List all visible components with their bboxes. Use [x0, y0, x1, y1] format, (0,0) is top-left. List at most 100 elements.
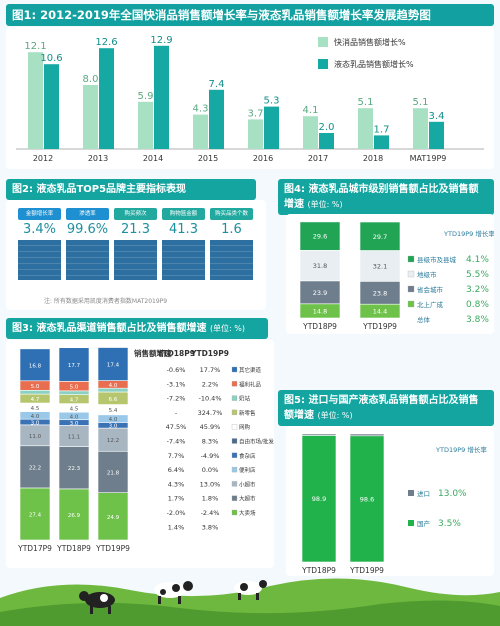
chart3-legend-swatch [231, 481, 238, 487]
chart3-segment-label: 4.7 [70, 398, 79, 404]
chart3-segment-label: 17.7 [68, 363, 81, 369]
chart3-legend-swatch [231, 438, 238, 444]
chart3-legend-swatch [231, 424, 238, 430]
chart2-metric-label: 金额增长率 [18, 208, 61, 220]
chart1-bar [99, 48, 114, 150]
chart5-bar-segment [349, 435, 385, 563]
chart3-growth-ytd19: 0.0% [202, 466, 219, 474]
chart1-legend-swatch [318, 37, 328, 47]
chart3-growth-ytd19: 324.7% [198, 409, 223, 417]
chart4-legend-growth: 3.8% [466, 315, 489, 325]
chart4-segment-label: 31.8 [313, 262, 327, 270]
chart3-growth-ytd18: 7.7% [168, 452, 185, 460]
chart2-title-text: 图2: 液态乳品TOP5品牌主要指标表现 [12, 184, 187, 195]
chart4-segment-label: 14.4 [373, 308, 387, 316]
chart3-segment-label: 24.9 [107, 515, 120, 521]
chart1-bar-label: 5.1 [413, 97, 429, 108]
chart4-x-tick: YTD18P9 [302, 322, 337, 331]
chart1-bar [303, 116, 318, 149]
chart5-segment-label: 98.9 [312, 495, 326, 503]
chart1-bar-label: 5.1 [358, 97, 374, 108]
chart4-unit: (单位: %) [307, 200, 343, 209]
chart3-segment-label: 26.9 [68, 513, 81, 519]
cow-icon [234, 580, 267, 600]
chart1-bar [209, 89, 224, 149]
chart4-segment-label: 29.6 [313, 233, 327, 241]
chart2-metric-value: 99.6% [66, 222, 109, 237]
chart1-bar-label: 3.7 [248, 108, 264, 119]
chart3-bar-segment [19, 389, 51, 395]
chart1-title-text: 图1: 2012-2019年全国快消品销售额增长率与液态乳品销售额增长率发展趋势… [12, 8, 431, 22]
chart3-segment-label: 27.4 [29, 512, 42, 518]
chart3-growth-ytd19: 3.8% [202, 523, 219, 531]
chart3-legend-label: 网购 [239, 423, 251, 431]
chart3-growth-ytd18: -3.1% [167, 380, 186, 388]
chart3-segment-label: 4.0 [109, 417, 118, 423]
chart1-legend-swatch [318, 59, 328, 69]
chart2-brand-table [162, 240, 205, 280]
chart5-legend-label: 进口 [417, 490, 430, 498]
chart3-legend-swatch [231, 509, 238, 516]
chart3-segment-label: 16.8 [29, 363, 42, 369]
chart4-title-text: 图4: 液态乳品城市级别销售额占比及销售额增速 [284, 184, 479, 210]
chart3-legend-swatch [231, 495, 238, 501]
chart2-brand-table [114, 240, 157, 280]
chart3-legend-label: 食杂店 [239, 452, 256, 460]
chart3-segment-label: 22.2 [29, 465, 41, 471]
chart3-bar-segment [97, 347, 129, 381]
chart1-legend-label: 快消品销售额增长% [334, 37, 406, 47]
chart3-legend-label: 大卖场 [239, 509, 256, 517]
chart3-segment-label: 17.4 [107, 363, 120, 369]
chart3-segment-label: 5.0 [70, 385, 79, 391]
chart1-bar [358, 108, 373, 149]
chart5-bar-segment [349, 433, 385, 437]
chart3-segment-label: 4.0 [70, 414, 79, 420]
chart4-growth-header: YTD19P9 增长率 [443, 229, 494, 238]
chart1-legend-label: 液态乳品销售额增长% [334, 59, 414, 69]
chart1-bar-label: 12.9 [150, 35, 172, 46]
chart3-segment-label: 22.3 [68, 466, 81, 472]
chart1-bar-label: 7.4 [209, 79, 225, 90]
chart3-legend-swatch [231, 409, 238, 416]
chart3-bar-segment [19, 348, 51, 382]
chart4-segment-label: 29.7 [373, 233, 387, 241]
chart1-x-tick: 2014 [143, 154, 163, 163]
chart1-bar-label: 8.0 [83, 74, 99, 85]
chart4-svg: 14.8 23.9 31.8 29.6 YTD18P9 14.4 23.8 32.1 29.7 Y… [299, 221, 495, 331]
chart3-segment-label: 12.2 [107, 438, 119, 444]
chart4-segment-label: 23.8 [373, 289, 387, 297]
chart4-segment-label: 14.8 [313, 307, 327, 315]
chart3-x-tick: YTD19P9 [95, 544, 130, 553]
chart1-bar-label: 10.6 [40, 53, 62, 64]
chart3-segment-label: 3.0 [109, 424, 118, 430]
chart4-segment-label: 23.9 [313, 289, 327, 297]
chart3-segment-label: 11.1 [68, 434, 80, 440]
chart3-legend-label: 大超市 [239, 495, 256, 503]
chart2-metric-value: 21.3 [121, 222, 150, 237]
cow-icon [79, 591, 115, 614]
chart5-title: 图5: 进口与国产液态乳品销售额占比及销售额增速 (单位: %) [278, 390, 494, 426]
chart3-legend-label: 新零售 [239, 409, 256, 417]
chart2-metric-value: 1.6 [221, 222, 242, 237]
chart1-title: 图1: 2012-2019年全国快消品销售额增长率与液态乳品销售额增长率发展趋势… [6, 4, 494, 26]
chart1-x-tick: 2015 [198, 154, 218, 163]
chart1-bar-label: 12.1 [24, 41, 46, 52]
chart3-legend-label: 自由市场/批发市场 [239, 438, 274, 446]
chart3-bar-segment [58, 347, 90, 382]
chart3-growth-ytd18: 1.7% [168, 495, 185, 503]
chart4-legend-growth: 5.5% [466, 270, 489, 280]
chart3-segment-label: 4.0 [109, 383, 118, 389]
chart3-legend-label: 其它渠道 [239, 366, 262, 374]
chart3-growth-ytd18: 47.5% [166, 423, 187, 431]
chart3-segment-label: 4.5 [70, 406, 79, 412]
chart4-legend-growth: 0.8% [466, 300, 489, 310]
chart5-legend-label: 国产 [417, 519, 431, 528]
chart3-bar-segment [97, 450, 129, 493]
chart1-x-tick: 2012 [33, 154, 53, 163]
chart2-metric-card: 渗透率 99.6% [66, 208, 109, 280]
chart3-segment-label: 4.0 [31, 414, 40, 420]
chart2-metric-card: 购买品类个数 1.6 [210, 208, 253, 280]
chart5-title-text: 图5: 进口与国产液态乳品销售额占比及销售额增速 [284, 395, 479, 421]
chart3-growth-col-header: YTD19P9 [190, 349, 229, 358]
chart4-bar-segment [299, 221, 341, 251]
